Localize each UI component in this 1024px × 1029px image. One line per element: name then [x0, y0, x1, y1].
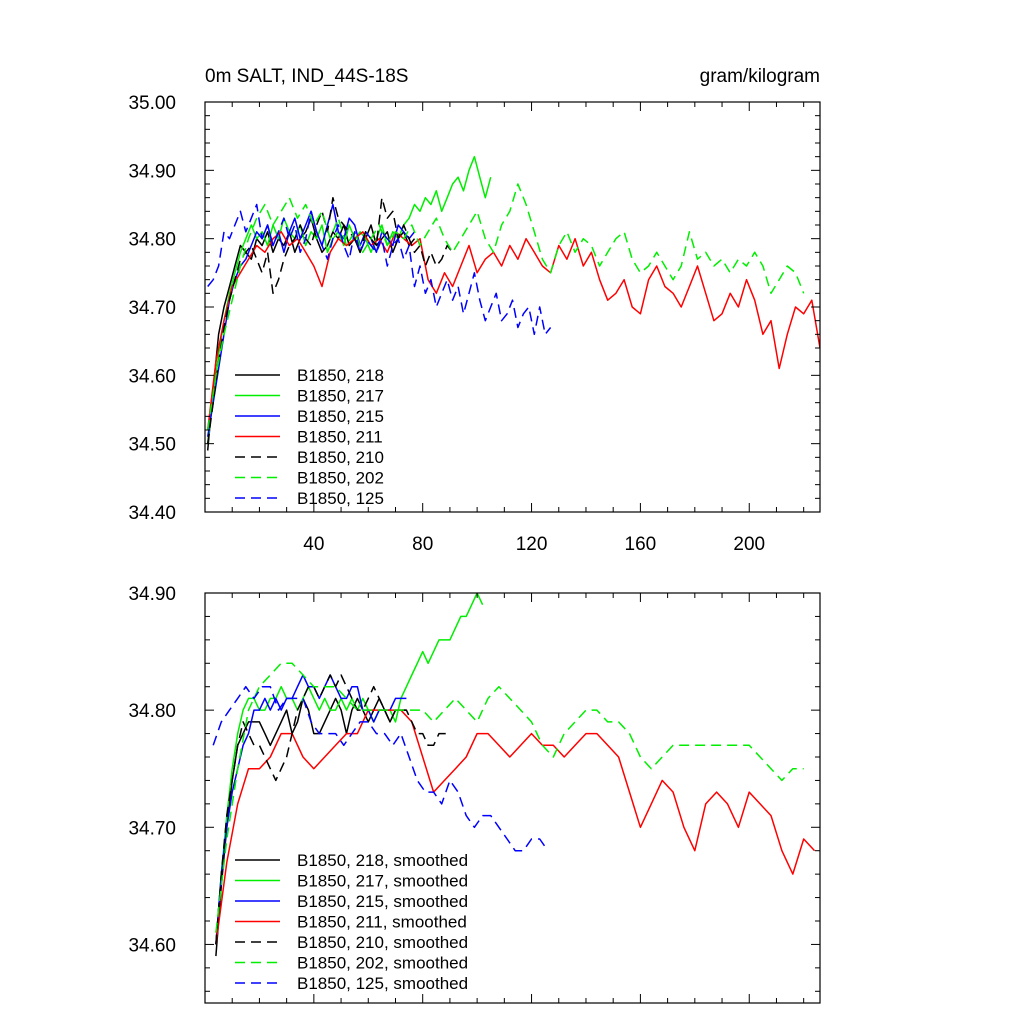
x-tick-label: 80: [412, 534, 433, 555]
series-line-5: [206, 183, 805, 431]
y-tick-label: 34.60: [128, 935, 176, 956]
y-tick-label: 34.80: [128, 230, 176, 251]
y-tick-label: 34.90: [128, 584, 176, 605]
legend-label: B1850, 217: [297, 387, 384, 406]
series-line-1: [206, 155, 492, 444]
y-tick-label: 35.00: [128, 93, 176, 114]
legend-label: B1850, 215: [297, 407, 384, 426]
y-tick-label: 34.70: [128, 818, 176, 839]
series-line-6: [212, 685, 549, 852]
legend: B1850, 218, smoothed B1850, 217, smoothed…: [235, 851, 468, 993]
legend-label: B1850, 125: [297, 489, 384, 508]
series-line-2: [215, 674, 407, 945]
x-tick-label: 40: [303, 534, 324, 555]
y-tick-label: 34.90: [128, 161, 176, 182]
series-line-5: [215, 662, 804, 933]
chart-title: 0m SALT, IND_44S-18S: [205, 66, 408, 87]
legend-label: B1850, 218: [297, 366, 384, 385]
y-tick-label: 34.70: [128, 298, 176, 319]
y-tick-label: 34.80: [128, 701, 176, 722]
series-line-1: [215, 593, 484, 945]
y-tick-label: 34.60: [128, 366, 176, 387]
y-tick-label: 34.50: [128, 435, 176, 456]
series-line-4: [206, 196, 454, 444]
legend-label: B1850, 210, smoothed: [297, 933, 468, 952]
x-tick-label: 200: [733, 534, 765, 555]
chart-units: gram/kilogram: [700, 66, 820, 87]
legend-label: B1850, 218, smoothed: [297, 851, 468, 870]
legend-label: B1850, 211, smoothed: [297, 913, 467, 932]
series-group: [212, 593, 816, 957]
legend-label: B1850, 210: [297, 448, 384, 467]
y-tick-label: 34.40: [128, 503, 176, 524]
series-line-3: [215, 709, 816, 945]
bottom-panel: 34.60 34.70 34.80 34.90 B1850, 218, smoothed…: [128, 584, 821, 1004]
x-tick-label: 160: [625, 534, 657, 555]
x-tick-label: 120: [516, 534, 548, 555]
series-line-6: [207, 203, 552, 336]
legend-label: B1850, 215, smoothed: [297, 892, 468, 911]
series-group: [206, 155, 820, 451]
top-panel: 40 80 120 160 200 34.40 34.50 34.60 34.70 34.80 34…: [128, 66, 821, 555]
plot-frame: [204, 592, 821, 1004]
legend-label: B1850, 125, smoothed: [297, 974, 468, 993]
series-line-3: [206, 231, 820, 431]
legend-label: B1850, 217, smoothed: [297, 872, 468, 891]
legend-label: B1850, 202, smoothed: [297, 954, 468, 973]
legend-label: B1850, 211: [297, 428, 383, 447]
legend-label: B1850, 202: [297, 469, 384, 488]
